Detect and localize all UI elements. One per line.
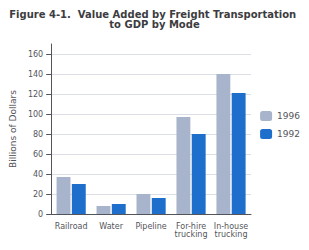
svg-text:trucking: trucking <box>175 230 208 239</box>
svg-text:1992: 1992 <box>277 129 300 139</box>
svg-text:60: 60 <box>33 150 43 159</box>
svg-text:trucking: trucking <box>215 230 248 239</box>
svg-text:Railroad: Railroad <box>55 222 88 231</box>
svg-text:100: 100 <box>28 110 43 119</box>
svg-text:For-hire: For-hire <box>175 221 207 231</box>
svg-text:160: 160 <box>28 50 43 59</box>
svg-text:Figure 4-1. Value Added by Fre: Figure 4-1. Value Added by Freight Trans… <box>9 8 300 20</box>
svg-text:In-house: In-house <box>213 221 249 231</box>
svg-text:to GDP by Mode: to GDP by Mode <box>109 19 200 30</box>
svg-text:140: 140 <box>28 70 43 79</box>
svg-text:20: 20 <box>33 190 43 199</box>
svg-text:Pipeline: Pipeline <box>135 222 166 231</box>
svg-text:0: 0 <box>38 210 43 219</box>
svg-text:1996: 1996 <box>277 111 300 121</box>
svg-text:80: 80 <box>33 130 43 139</box>
svg-text:Billions of Dollars: Billions of Dollars <box>8 90 18 168</box>
svg-text:Water: Water <box>99 222 123 231</box>
svg-text:40: 40 <box>33 170 43 179</box>
svg-text:120: 120 <box>28 90 43 99</box>
